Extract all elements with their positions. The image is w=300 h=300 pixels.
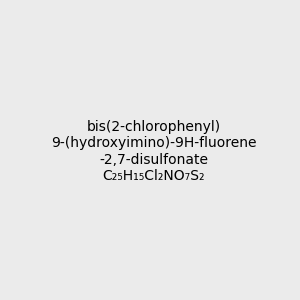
Text: bis(2-chlorophenyl)
9-(hydroxyimino)-9H-fluorene
-2,7-disulfonate
C₂₅H₁₅Cl₂NO₇S₂: bis(2-chlorophenyl) 9-(hydroxyimino)-9H-… <box>51 120 256 183</box>
